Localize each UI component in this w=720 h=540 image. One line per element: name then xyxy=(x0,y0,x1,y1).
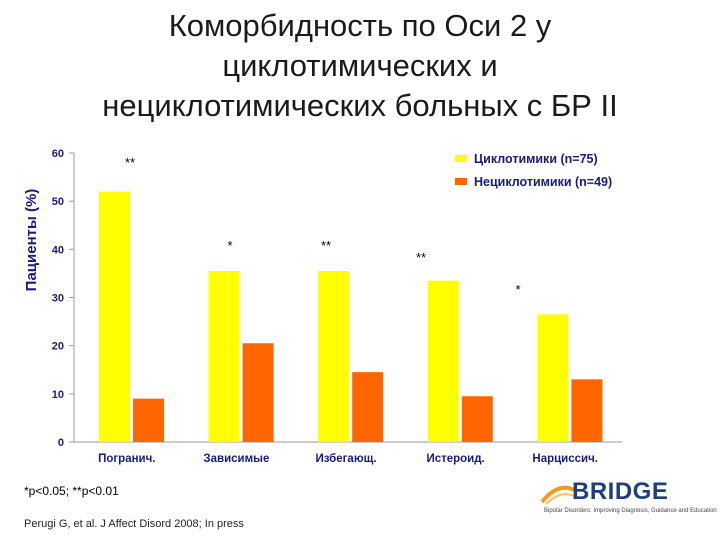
footnote: *p<0.05; **p<0.01 xyxy=(24,484,119,498)
significance-mark: ** xyxy=(125,155,135,170)
bar-cyclothymic xyxy=(427,280,459,442)
y-tick-label: 40 xyxy=(52,244,64,256)
bar-noncyclothymic xyxy=(461,396,493,442)
y-tick-label: 20 xyxy=(52,341,64,353)
bar-cyclothymic xyxy=(99,191,130,442)
y-tick-label: 60 xyxy=(52,148,64,160)
title-line-3: нециклотимических больных с БР II xyxy=(102,88,618,123)
x-tick-label: Зависимые xyxy=(203,453,269,465)
x-tick-label: Нарциссич. xyxy=(532,453,598,465)
legend-label: Нециклотимики (n=49) xyxy=(474,175,612,189)
bar-cyclothymic xyxy=(318,271,350,442)
x-tick-label: Истероид. xyxy=(426,453,484,465)
x-tick-label: Избегающ. xyxy=(315,453,376,465)
title-line-1: Коморбидность по Оси 2 у xyxy=(168,8,552,43)
y-tick-label: 30 xyxy=(52,293,64,305)
bridge-logo: BRIDGE Bipolar Disorders: Improving Diag… xyxy=(540,478,717,528)
page-title: Коморбидность по Оси 2 у циклотимических… xyxy=(0,6,720,126)
x-tick-label: Погранич. xyxy=(98,453,155,465)
legend-swatch xyxy=(455,155,467,162)
bar-noncyclothymic xyxy=(133,398,164,442)
significance-mark: ** xyxy=(321,238,331,253)
bar-noncyclothymic xyxy=(352,372,384,442)
bar-cyclothymic xyxy=(537,314,569,442)
significance-mark: * xyxy=(227,238,232,253)
citation: Perugi G, et al. J Affect Disord 2008; I… xyxy=(24,518,244,530)
logo-name: BRIDGE xyxy=(572,478,669,505)
title-line-2: циклотимических и xyxy=(222,48,498,83)
bar-noncyclothymic xyxy=(571,379,603,442)
bar-noncyclothymic xyxy=(242,343,274,442)
legend-label: Циклотимики (n=75) xyxy=(474,152,598,166)
legend-swatch xyxy=(455,178,467,185)
y-tick-label: 50 xyxy=(52,196,64,208)
y-axis-title: Пациенты (%) xyxy=(23,188,40,292)
bar-cyclothymic xyxy=(208,271,240,442)
logo-tagline: Bipolar Disorders: Improving Diagnosis, … xyxy=(544,508,717,514)
significance-mark: ** xyxy=(416,250,426,265)
significance-mark: * xyxy=(515,282,520,297)
y-tick-label: 10 xyxy=(52,389,64,401)
bridge-arch-icon xyxy=(540,485,575,505)
y-tick-label: 0 xyxy=(58,437,64,449)
